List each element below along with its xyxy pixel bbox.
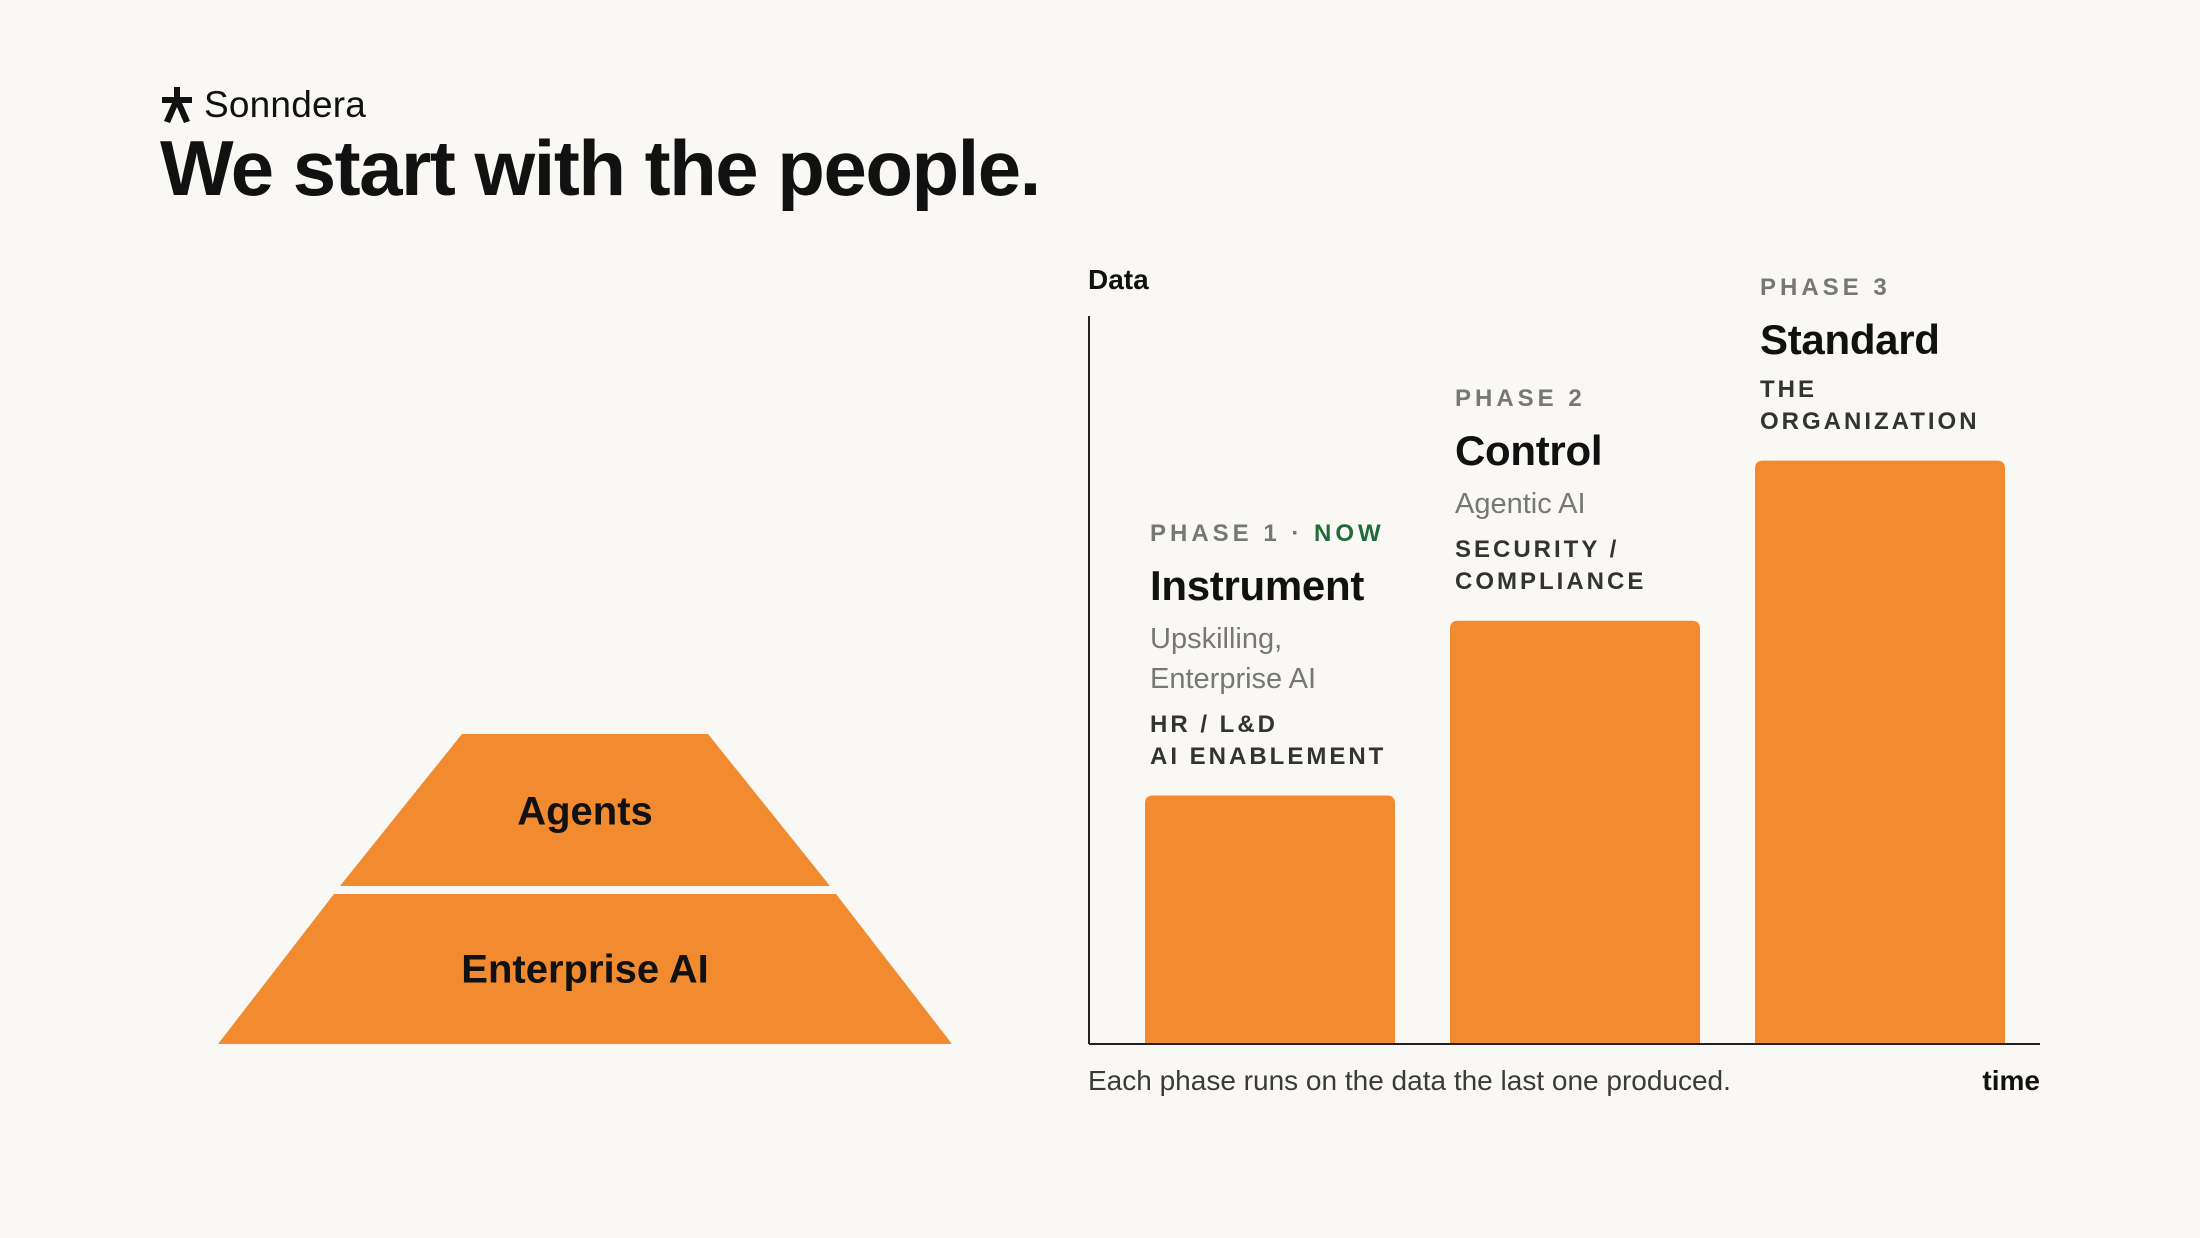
pyramid-layer-bottom bbox=[218, 894, 952, 1044]
y-axis-label: Data bbox=[1088, 264, 1149, 295]
phase-3-team-line: THE bbox=[1760, 375, 1817, 403]
chart-caption: Each phase runs on the data the last one… bbox=[1088, 1065, 1731, 1096]
pyramid-diagram: Agents Enterprise AI bbox=[210, 728, 970, 1048]
brand-name: Sonndera bbox=[204, 84, 367, 125]
phase-3-team: THE ORGANIZATION bbox=[1760, 374, 2060, 439]
phase-2-team-line: COMPLIANCE bbox=[1455, 568, 1647, 596]
phase-2-team-line: SECURITY / bbox=[1455, 535, 1620, 563]
bar-phase-3 bbox=[1755, 460, 2005, 1044]
phase-2-name: Control bbox=[1455, 426, 1603, 474]
x-axis-label: time bbox=[1982, 1065, 2040, 1096]
phase-1-number: PHASE 1 bbox=[1150, 520, 1281, 548]
phase-1-team-line: HR / L&D bbox=[1150, 710, 1278, 738]
phase-3-kicker: PHASE 3 bbox=[1760, 273, 1891, 301]
pyramid-layer-bottom-label: Enterprise AI bbox=[461, 947, 709, 992]
phase-1-team: HR / L&D AI ENABLEMENT bbox=[1150, 709, 1450, 774]
bar-phase-1 bbox=[1145, 795, 1395, 1043]
bar-phase-2 bbox=[1450, 620, 1700, 1043]
phase-3-name: Standard bbox=[1760, 315, 1940, 363]
phase-2-description: Agentic AI bbox=[1455, 485, 1755, 524]
star-figure-icon bbox=[162, 87, 192, 123]
phase-1-description-line: Enterprise AI bbox=[1150, 662, 1317, 695]
brand-logo: Sonndera bbox=[160, 84, 366, 126]
phase-1-name: Instrument bbox=[1150, 562, 1365, 610]
phase-2-description-line: Agentic AI bbox=[1455, 487, 1586, 520]
pyramid-layer-top bbox=[340, 734, 830, 886]
phase-3-label-group: PHASE 3 Standard THE ORGANIZATION bbox=[1760, 274, 2060, 439]
phase-1-description: Upskilling, Enterprise AI bbox=[1150, 620, 1450, 698]
page-title: We start with the people. bbox=[160, 124, 1041, 212]
pyramid-layer-top-label: Agents bbox=[517, 789, 653, 834]
phase-1-description-line: Upskilling, bbox=[1150, 623, 1283, 656]
phase-1-status: NOW bbox=[1314, 520, 1385, 548]
phase-3-team-line: ORGANIZATION bbox=[1760, 407, 1980, 435]
phase-2-label-group: PHASE 2 Control Agentic AI SECURITY / CO… bbox=[1455, 385, 1755, 599]
phase-1-team-line: AI ENABLEMENT bbox=[1150, 743, 1387, 771]
phase-2-team: SECURITY / COMPLIANCE bbox=[1455, 534, 1755, 599]
phase-2-kicker: PHASE 2 bbox=[1455, 384, 1586, 412]
phase-1-separator: · bbox=[1280, 520, 1315, 548]
phase-1-label-group: PHASE 1 · NOW Instrument Upskilling, Ent… bbox=[1150, 520, 1450, 773]
phase-1-kicker: PHASE 1 · NOW bbox=[1150, 520, 1450, 548]
